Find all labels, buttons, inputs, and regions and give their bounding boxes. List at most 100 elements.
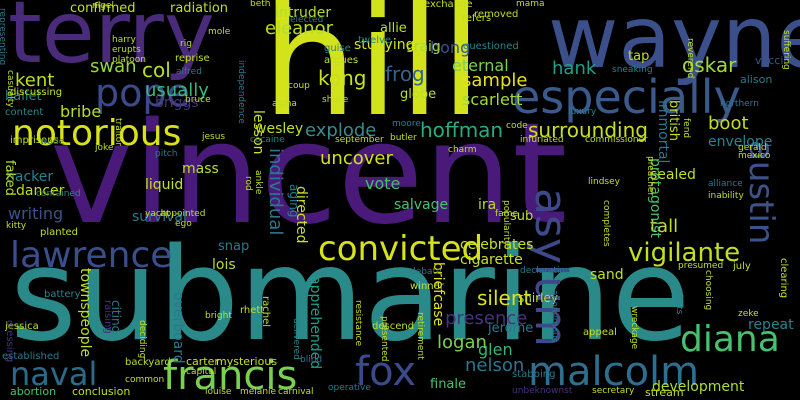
cloud-word: mama [516,0,545,9]
cloud-word: nelson [465,355,525,376]
cloud-word: presence [445,308,528,329]
cloud-word: british [666,100,681,141]
cloud-word: imprisons [10,135,59,146]
cloud-word: argues [324,55,359,66]
cloud-word: operative [328,383,371,393]
cloud-word: craig [406,39,441,55]
cloud-word: ballet [5,89,42,104]
cloud-word: pitch [155,149,178,159]
cloud-word: confirmed [70,1,136,16]
cloud-word: writing [8,204,64,223]
cloud-word: common [125,375,165,385]
cloud-word: development [652,379,745,395]
cloud-word: terry [8,0,215,83]
cloud-word: rhett [240,305,265,316]
cloud-word: explode [305,120,377,141]
cloud-word: winner [410,281,444,292]
cloud-word: erupts [112,45,141,55]
cloud-word: bruce [185,95,211,105]
cloud-word: commissioner [585,135,648,145]
cloud-word: lindsey [588,177,620,187]
cloud-word: vigilante [628,238,741,268]
cloud-word: especially [512,70,741,124]
cloud-word: reverend [685,38,695,79]
cloud-word: usually [145,80,209,101]
cloud-word: alfred [176,67,202,77]
cloud-word: beth [250,0,271,9]
cloud-word: secretary [592,386,635,396]
cloud-word: wesley [255,121,304,137]
cloud-word: globe [400,87,437,102]
cloud-word: eternal [452,56,509,75]
cloud-word: lois [212,257,236,273]
cloud-word: sub [510,209,534,224]
cloud-word: casualty [5,70,15,108]
cloud-word: conclusion [72,385,131,398]
cloud-word: descend [372,321,415,332]
cloud-word: vaccine [755,54,798,67]
cloud-word: presumed [678,261,724,271]
cloud-word: shuts [674,290,684,315]
cloud-word: surrounding [528,118,648,142]
cloud-word: melanie [240,387,277,397]
cloud-word: declaration [520,266,571,276]
cloud-word: mysterious [216,355,278,368]
cloud-word: charm [448,145,477,155]
cloud-word: abortion [10,385,57,398]
cloud-word: twelve [358,35,392,46]
cloud-word: oskar [682,53,737,77]
cloud-word: uncover [320,148,393,169]
cloud-word: capital [186,367,217,377]
cloud-word: representing [0,8,7,66]
cloud-word: kong [318,66,367,90]
cloud-word: repeat [748,317,794,333]
cloud-word: choosing [703,270,713,311]
cloud-word: townspeople [77,268,93,358]
cloud-word: lawrence [10,235,173,276]
cloud-word: coup [288,81,310,91]
cloud-word: appeal [583,327,617,338]
cloud-word: tap [628,49,650,64]
cloud-word: carter [186,355,219,368]
cloud-word: survival [132,209,187,225]
cloud-word: convicted [318,229,484,269]
cloud-word: wreckage [629,306,639,350]
cloud-word: presented [379,316,389,362]
cloud-word: frog [385,62,425,86]
cloud-word: fend [681,118,691,139]
cloud-word: intruder [275,5,332,21]
cloud-word: individual [265,148,286,236]
cloud-word: hacker [6,169,54,185]
cloud-word: alison [740,73,773,86]
cloud-word: ankle [253,170,263,195]
cloud-word: notorious [12,113,182,154]
cloud-word: naval [10,355,98,393]
cloud-word: studying [354,37,415,53]
cloud-word: discussing [10,87,63,98]
cloud-word: briggs [155,95,199,111]
cloud-word: refers [462,13,492,24]
cloud-word: clearing [778,258,789,299]
cloud-word: hill [262,0,483,150]
cloud-word: anonymous [549,290,559,343]
cloud-word: platoon [112,55,146,65]
cloud-word: sneaking [612,65,653,75]
cloud-word: sample [462,70,528,91]
cloud-word: aging [287,184,301,218]
cloud-word: rachel [260,296,271,328]
cloud-word: guise [324,43,351,54]
cloud-word: radiation [170,1,229,16]
cloud-word: snap [218,239,250,254]
cloud-word: mass [182,161,219,177]
cloud-word: eleanor [265,18,334,39]
cloud-word: suffering [781,30,791,70]
cloud-word: hoffman [420,118,504,142]
cloud-word: mole [208,27,231,37]
cloud-word: logan [437,332,487,353]
cloud-word: sealed [650,167,696,183]
cloud-word: appointed [160,209,206,219]
cloud-word: butler [390,133,417,143]
cloud-word: debate [410,267,442,277]
cloud-word: fox [355,349,416,395]
